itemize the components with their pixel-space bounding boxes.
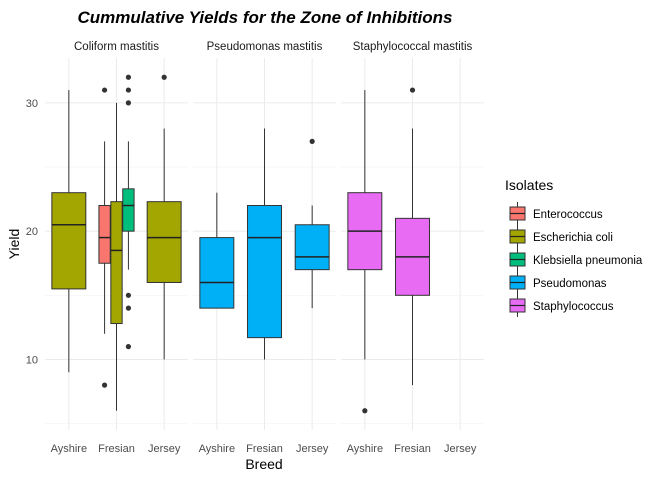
y-tick-label: 30 xyxy=(26,98,38,110)
box-body xyxy=(110,201,123,325)
outlier-point xyxy=(125,74,132,80)
box-escherichia-coli xyxy=(146,74,182,360)
legend-label: Staphylococcus xyxy=(533,301,614,313)
box-body xyxy=(294,224,330,271)
x-tick-label: Fresian xyxy=(246,443,283,455)
x-tick-label: Ayshire xyxy=(51,443,87,455)
legend-item: Escherichia coli xyxy=(509,225,613,248)
outlier-point xyxy=(125,292,132,298)
box-escherichia-coli xyxy=(110,102,123,411)
x-tick-label: Ayshire xyxy=(199,443,235,455)
legend-item: Pseudomonas xyxy=(509,271,607,294)
box-pseudomonas xyxy=(247,128,282,360)
y-tick-label: 10 xyxy=(26,354,38,366)
legend-title: Isolates xyxy=(505,177,553,193)
x-tick-label: Fresian xyxy=(394,443,431,455)
box-body xyxy=(247,205,282,339)
box-body xyxy=(146,201,182,283)
outlier-point xyxy=(101,87,108,93)
box-staphylococcus xyxy=(347,90,383,414)
legend-item: Klebsiella pneumonia xyxy=(509,248,643,271)
legend-item: Enterococcus xyxy=(509,202,603,225)
y-axis-ticks: 10 20 30 xyxy=(26,98,38,367)
box-klebsiella-pneumonia xyxy=(122,74,135,350)
x-tick-label: Jersey xyxy=(444,443,477,455)
box-body xyxy=(199,237,235,309)
x-axis-ticks: Ayshire Fresian Jersey Ayshire Fresian Jersey… xyxy=(51,443,477,455)
x-tick-label: Ayshire xyxy=(347,443,383,455)
outlier-point xyxy=(161,74,167,80)
facet-label-coliform: Coliform mastitis xyxy=(74,41,159,53)
y-axis-title: Yield xyxy=(6,229,22,260)
x-tick-label: Jersey xyxy=(296,443,329,455)
legend-label: Klebsiella pneumonia xyxy=(533,255,643,267)
outlier-point xyxy=(125,100,132,106)
box-staphylococcus xyxy=(395,87,430,386)
legend-label: Escherichia coli xyxy=(533,232,613,244)
x-axis-title: Breed xyxy=(245,456,282,472)
facet-label-staphylococcal: Staphylococcal mastitis xyxy=(353,41,473,53)
box-enterococcus xyxy=(98,87,111,388)
box-pseudomonas xyxy=(199,192,235,309)
outlier-point xyxy=(362,408,368,414)
x-tick-label: Jersey xyxy=(148,443,181,455)
outlier-point xyxy=(409,87,416,93)
box-body xyxy=(51,192,87,290)
box-pseudomonas xyxy=(294,138,330,309)
y-tick-label: 20 xyxy=(26,226,38,238)
x-tick-label: Fresian xyxy=(98,443,135,455)
outlier-point xyxy=(309,138,315,144)
legend-label: Pseudomonas xyxy=(533,278,607,290)
box-escherichia-coli xyxy=(51,90,87,373)
legend-items: Enterococcus Escherichia coli Klebsiella p… xyxy=(509,202,643,317)
legend-label: Enterococcus xyxy=(533,209,603,221)
outlier-point xyxy=(125,87,132,93)
outlier-point xyxy=(125,305,132,311)
box-body xyxy=(98,205,111,264)
outlier-point xyxy=(125,344,132,350)
facet-strips: Coliform mastitis Pseudomonas mastitis S… xyxy=(74,41,472,53)
chart-title: Cummulative Yields for the Zone of Inhib… xyxy=(78,8,453,27)
box-body xyxy=(122,188,135,232)
facet-panels xyxy=(45,58,484,430)
legend-item: Staphylococcus xyxy=(509,294,614,317)
legend: Isolates Enterococcus Escherichia coli Kle… xyxy=(505,177,643,317)
outlier-point xyxy=(101,382,108,388)
facet-label-pseudomonas: Pseudomonas mastitis xyxy=(207,41,323,53)
